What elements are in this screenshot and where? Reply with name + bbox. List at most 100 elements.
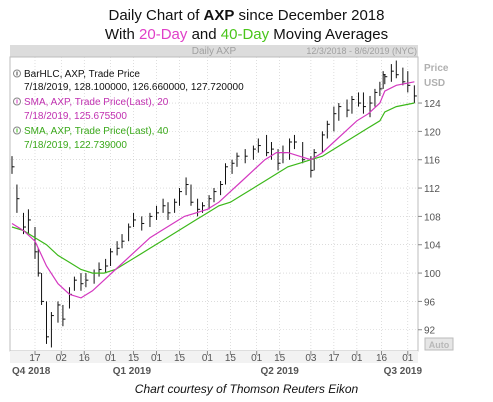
auto-scale-button[interactable] bbox=[424, 337, 454, 351]
price-bar bbox=[402, 67, 406, 86]
y-tick-label: 116 bbox=[424, 156, 440, 167]
price-bar bbox=[257, 138, 261, 153]
period-label: Q3 2019 bbox=[384, 366, 423, 377]
period-strip bbox=[10, 363, 418, 376]
chart-credit: Chart courtesy of Thomson Reuters Eikon bbox=[134, 382, 359, 396]
legend-sma40-title: SMA, AXP, Trade Price(Last), 40 bbox=[24, 126, 169, 137]
price-bar bbox=[133, 212, 137, 228]
price-bar bbox=[413, 85, 417, 104]
y-tick-label: 108 bbox=[424, 212, 441, 223]
price-bar bbox=[326, 120, 330, 139]
price-bar bbox=[224, 163, 228, 185]
y-tick-label: 112 bbox=[424, 184, 440, 195]
price-bar bbox=[167, 202, 171, 220]
price-bar bbox=[244, 149, 248, 164]
x-tick-label: 03 bbox=[305, 353, 317, 364]
price-bar bbox=[302, 142, 306, 164]
x-axis-strip bbox=[10, 351, 418, 363]
price-bar bbox=[162, 198, 166, 213]
price-bar bbox=[156, 205, 160, 220]
x-tick-label: 16 bbox=[376, 353, 388, 364]
price-bar bbox=[62, 304, 66, 327]
legend-bar-values: 7/18/2019, 128.100000, 126.660000, 127.7… bbox=[24, 82, 244, 93]
price-bar bbox=[45, 301, 49, 344]
y-tick-label: 104 bbox=[424, 241, 441, 252]
price-bar bbox=[27, 209, 31, 235]
chart-name-label: Daily AXP bbox=[192, 46, 237, 57]
y-tick-label: 120 bbox=[424, 127, 441, 138]
price-bar bbox=[185, 177, 189, 196]
x-tick-label: 15 bbox=[225, 353, 237, 364]
price-bar bbox=[333, 106, 337, 132]
plot-frame bbox=[9, 56, 419, 352]
title-line-2: With 20-Day and 40-Day Moving Averages bbox=[0, 25, 493, 44]
y-axis: 92 96 100 104 108 112 116 120 124 bbox=[418, 99, 441, 337]
price-bar bbox=[252, 145, 256, 160]
price-bar bbox=[213, 188, 217, 203]
x-tick-label: 16 bbox=[79, 353, 91, 364]
legend-sma40-values: 7/18/2019, 122.739000 bbox=[24, 140, 127, 151]
price-bar bbox=[289, 138, 293, 160]
price-bar bbox=[390, 64, 394, 82]
price-bar bbox=[179, 188, 183, 206]
price-bar bbox=[407, 71, 411, 93]
price-bar bbox=[16, 184, 20, 213]
y-tick-label: 92 bbox=[424, 326, 436, 337]
price-bar bbox=[149, 212, 153, 228]
price-bar bbox=[116, 241, 120, 256]
price-bar bbox=[121, 234, 125, 249]
price-bar bbox=[190, 184, 194, 206]
price-bar bbox=[34, 227, 38, 259]
price-bar bbox=[128, 223, 132, 242]
title-line-1: Daily Chart of AXP since December 2018 bbox=[0, 6, 493, 25]
price-bar bbox=[321, 131, 325, 153]
header-strip bbox=[10, 45, 418, 57]
price-bar bbox=[37, 248, 41, 277]
price-bar bbox=[369, 95, 373, 118]
title-prefix: Daily Chart of bbox=[108, 7, 204, 24]
price-bar bbox=[197, 198, 201, 217]
x-tick-label: 01 bbox=[402, 353, 414, 364]
price-bar bbox=[80, 273, 84, 291]
price-bar bbox=[231, 159, 235, 174]
price-bar bbox=[208, 195, 212, 210]
legend-sma20-values: 7/18/2019, 125.675500 bbox=[24, 111, 127, 122]
price-bar bbox=[174, 198, 178, 213]
subtitle-ma20: 20-Day bbox=[139, 26, 188, 43]
price-bar bbox=[141, 216, 145, 231]
price-bar bbox=[57, 301, 61, 323]
legend-sma20-icon[interactable] bbox=[13, 97, 21, 106]
subtitle-ma40: 40-Day bbox=[220, 26, 270, 43]
x-tick-label: 15 bbox=[274, 353, 286, 364]
x-axis: 17 02 16 01 15 01 15 01 15 01 15 03 17 01 16 01 Q4 2018 Q… bbox=[12, 351, 422, 377]
period-label: Q4 2018 bbox=[12, 366, 51, 377]
title-ticker: AXP bbox=[203, 7, 235, 24]
x-tick-label: 15 bbox=[128, 353, 140, 364]
price-bar bbox=[313, 149, 317, 171]
sma40-line bbox=[11, 102, 415, 274]
x-tick-label: 01 bbox=[151, 353, 163, 364]
legend-bar-icon[interactable] bbox=[13, 69, 21, 78]
x-tick-label: 17 bbox=[328, 353, 340, 364]
price-bar bbox=[50, 312, 54, 348]
price-bar bbox=[346, 99, 350, 118]
price-bar bbox=[384, 74, 388, 85]
x-tick-label: 17 bbox=[29, 353, 41, 364]
date-range-label: 12/3/2018 - 8/6/2019 (NYC) bbox=[306, 46, 417, 56]
x-tick-label: 02 bbox=[56, 353, 68, 364]
price-bar bbox=[220, 180, 224, 196]
price-bar bbox=[379, 81, 383, 96]
period-label: Q1 2019 bbox=[113, 366, 152, 377]
price-bar bbox=[395, 60, 399, 79]
price-bar bbox=[362, 92, 366, 114]
price-bar bbox=[270, 142, 274, 160]
price-bar bbox=[236, 152, 240, 167]
x-tick-label: 01 bbox=[251, 353, 263, 364]
y-tick-label: 96 bbox=[424, 297, 436, 308]
chart-title: Daily Chart of AXP since December 2018 W… bbox=[0, 6, 493, 44]
price-bar bbox=[41, 273, 45, 305]
legend-sma20-title: SMA, AXP, Trade Price(Last), 20 bbox=[24, 97, 169, 108]
auto-scale-label: Auto bbox=[429, 340, 450, 350]
title-suffix: since December 2018 bbox=[234, 7, 385, 24]
legend-sma40-icon[interactable] bbox=[13, 126, 21, 135]
